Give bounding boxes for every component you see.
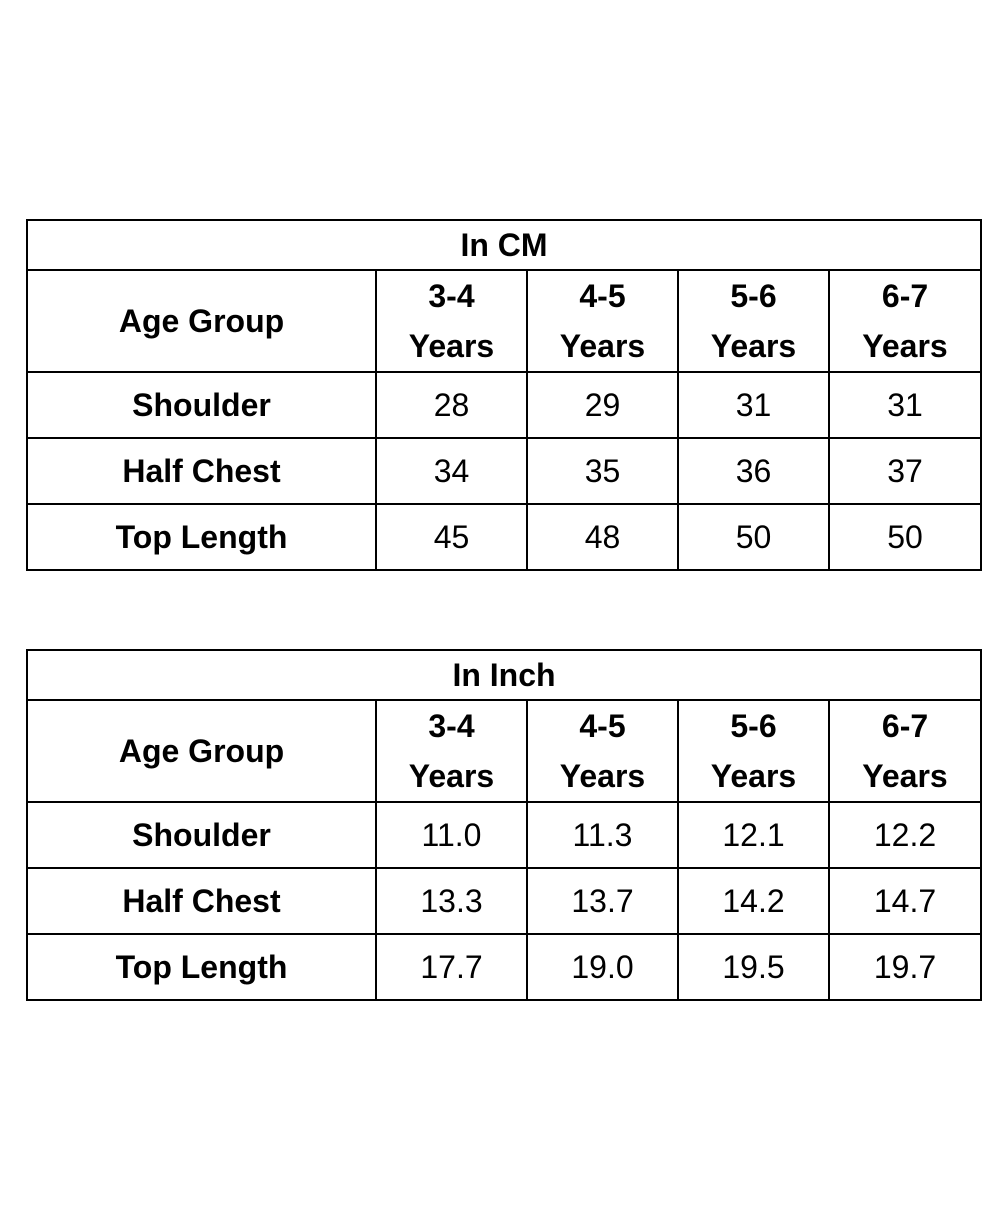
table-cell: 34 [375, 437, 528, 505]
age-group-header: Age Group [26, 699, 377, 803]
row-label: Top Length [26, 933, 377, 1001]
column-header: 5-6 Years [677, 699, 830, 803]
table-title: In Inch [25, 649, 983, 701]
row-label: Half Chest [26, 867, 377, 935]
row-label: Half Chest [26, 437, 377, 505]
table-cell: 19.7 [827, 933, 983, 1001]
table-cell: 11.3 [526, 801, 679, 869]
age-range: 5-6 [730, 708, 777, 744]
table-row: Shoulder 11.0 11.3 12.1 12.2 [26, 801, 983, 869]
table-row: Half Chest 13.3 13.7 14.2 14.7 [26, 867, 983, 935]
table-cell: 13.3 [375, 867, 528, 935]
column-header: 6-7 Years [827, 699, 983, 803]
age-range: 6-7 [881, 708, 929, 744]
table-cell: 14.2 [677, 867, 830, 935]
table-cell: 31 [677, 371, 830, 439]
age-unit: Years [862, 758, 948, 794]
table-row: Top Length 17.7 19.0 19.5 19.7 [26, 933, 983, 1001]
row-label: Shoulder [26, 371, 377, 439]
age-range: 3-4 [428, 278, 475, 314]
table-cell: 45 [375, 503, 528, 571]
age-unit: Years [559, 758, 646, 794]
column-header: 5-6 Years [677, 269, 830, 373]
age-range: 4-5 [579, 708, 626, 744]
table-cell: 28 [375, 371, 528, 439]
age-unit: Years [710, 758, 797, 794]
table-cell: 37 [827, 437, 983, 505]
table-cell: 12.2 [827, 801, 983, 869]
table-title: In CM [25, 219, 983, 271]
table-cell: 29 [526, 371, 679, 439]
age-range: 5-6 [730, 278, 777, 314]
age-unit: Years [710, 328, 797, 364]
column-header: 3-4 Years [375, 699, 528, 803]
age-range: 6-7 [881, 278, 929, 314]
table-title-row: In Inch [25, 649, 983, 701]
table-cell: 50 [677, 503, 830, 571]
row-label: Top Length [26, 503, 377, 571]
table-cell: 50 [827, 503, 983, 571]
header-row: Age Group 3-4 Years 4-5 Years 5-6 Years 6-7… [26, 699, 983, 803]
table-row: Half Chest 34 35 36 37 [26, 437, 983, 505]
table-cell: 19.0 [526, 933, 679, 1001]
column-header: 4-5 Years [526, 269, 679, 373]
table-cell: 31 [827, 371, 983, 439]
table-title-row: In CM [25, 219, 983, 271]
age-unit: Years [408, 758, 495, 794]
table-row: Shoulder 28 29 31 31 [26, 371, 983, 439]
table-row: Top Length 45 48 50 50 [26, 503, 983, 571]
size-chart-cm-table: In CM Age Group 3-4 Years 4-5 Years 5-6 Yea… [25, 219, 983, 571]
row-label: Shoulder [26, 801, 377, 869]
size-chart-inch-table: In Inch Age Group 3-4 Years 4-5 Years 5-6 Y… [25, 649, 983, 1001]
age-group-header: Age Group [26, 269, 377, 373]
table-cell: 36 [677, 437, 830, 505]
age-range: 4-5 [579, 278, 626, 314]
age-unit: Years [408, 328, 495, 364]
column-header: 4-5 Years [526, 699, 679, 803]
table-cell: 48 [526, 503, 679, 571]
table-cell: 17.7 [375, 933, 528, 1001]
table-cell: 14.7 [827, 867, 983, 935]
table-cell: 35 [526, 437, 679, 505]
header-row: Age Group 3-4 Years 4-5 Years 5-6 Years 6-7… [26, 269, 983, 373]
table-cell: 13.7 [526, 867, 679, 935]
table-cell: 12.1 [677, 801, 830, 869]
age-unit: Years [862, 328, 948, 364]
age-range: 3-4 [428, 708, 475, 744]
table-cell: 19.5 [677, 933, 830, 1001]
column-header: 3-4 Years [375, 269, 528, 373]
age-unit: Years [559, 328, 646, 364]
table-cell: 11.0 [375, 801, 528, 869]
column-header: 6-7 Years [827, 269, 983, 373]
